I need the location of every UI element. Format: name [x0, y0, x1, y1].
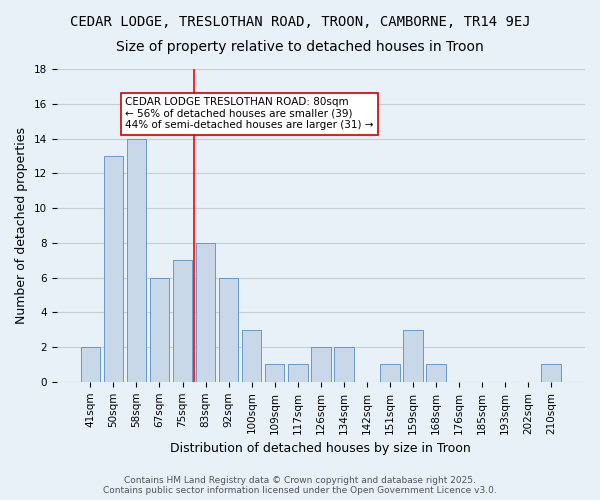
Bar — [265, 364, 284, 382]
Bar — [334, 347, 353, 382]
Text: Size of property relative to detached houses in Troon: Size of property relative to detached ho… — [116, 40, 484, 54]
Bar — [403, 330, 423, 382]
Bar — [311, 347, 331, 382]
Bar — [426, 364, 446, 382]
Bar — [149, 278, 169, 382]
Bar — [80, 347, 100, 382]
Text: Contains HM Land Registry data © Crown copyright and database right 2025.
Contai: Contains HM Land Registry data © Crown c… — [103, 476, 497, 495]
Bar — [242, 330, 262, 382]
Text: CEDAR LODGE, TRESLOTHAN ROAD, TROON, CAMBORNE, TR14 9EJ: CEDAR LODGE, TRESLOTHAN ROAD, TROON, CAM… — [70, 15, 530, 29]
Bar — [288, 364, 308, 382]
Bar — [173, 260, 193, 382]
Y-axis label: Number of detached properties: Number of detached properties — [15, 127, 28, 324]
Bar — [127, 138, 146, 382]
Text: CEDAR LODGE TRESLOTHAN ROAD: 80sqm
← 56% of detached houses are smaller (39)
44%: CEDAR LODGE TRESLOTHAN ROAD: 80sqm ← 56%… — [125, 97, 374, 130]
Bar — [219, 278, 238, 382]
Bar — [196, 243, 215, 382]
Bar — [380, 364, 400, 382]
Bar — [541, 364, 561, 382]
X-axis label: Distribution of detached houses by size in Troon: Distribution of detached houses by size … — [170, 442, 471, 455]
Bar — [104, 156, 123, 382]
